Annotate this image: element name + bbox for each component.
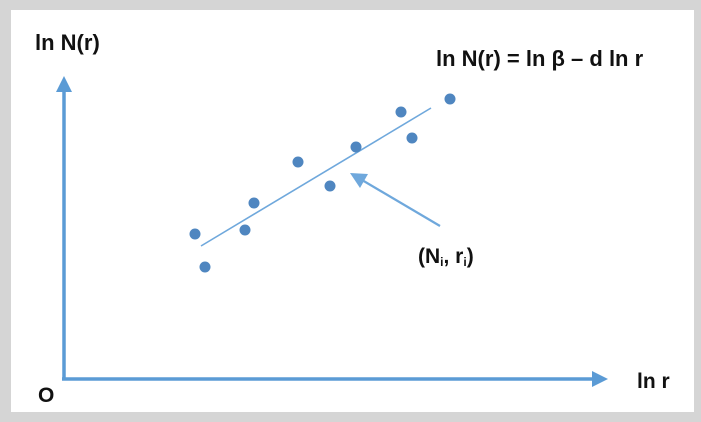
- data-point: [199, 261, 211, 273]
- x-axis-arrowhead-icon: [592, 371, 608, 387]
- pointer-arrowhead-icon: [350, 173, 368, 188]
- data-points: [189, 93, 456, 273]
- data-point: [444, 93, 456, 105]
- point-label-subscript: i: [440, 255, 444, 269]
- point-label: (Ni, ri): [418, 245, 474, 269]
- point-label-subscript-2: i: [463, 255, 467, 269]
- equation-label: ln N(r) = ln β – d ln r: [436, 46, 644, 71]
- pointer-arrow: [361, 179, 441, 227]
- data-point: [248, 197, 260, 209]
- data-point: [350, 141, 362, 153]
- frame-border-right: [694, 0, 701, 422]
- frame-border-bottom: [0, 412, 701, 422]
- point-label-mid: , r: [443, 245, 464, 268]
- fit-line: [200, 107, 432, 247]
- y-axis-label: ln N(r): [35, 30, 100, 55]
- origin-label: O: [38, 384, 55, 407]
- data-point: [292, 156, 304, 168]
- data-point: [189, 228, 201, 240]
- data-point: [395, 106, 407, 118]
- data-point: [324, 180, 336, 192]
- y-axis-arrowhead-icon: [56, 76, 72, 92]
- point-label-open: (N: [418, 245, 441, 268]
- frame-border-left: [0, 0, 11, 422]
- x-axis-label: ln r: [637, 370, 670, 393]
- frame-border-top: [0, 0, 701, 10]
- point-label-close: ): [466, 245, 474, 268]
- data-point: [406, 132, 418, 144]
- data-point: [239, 224, 251, 236]
